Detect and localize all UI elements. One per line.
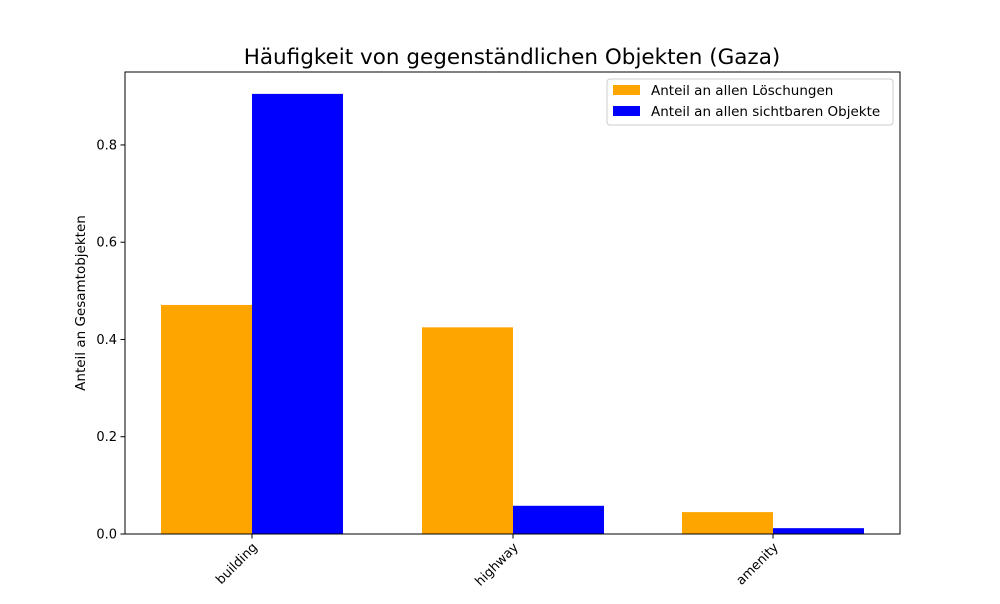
y-tick-label: 0.0 bbox=[96, 528, 117, 543]
bar-building-series-1 bbox=[161, 304, 252, 534]
legend-swatch-loeschungen bbox=[613, 85, 640, 95]
y-axis-label: Anteil an Gesamtobjekten bbox=[73, 215, 89, 391]
x-tick-label-building: building bbox=[213, 540, 260, 587]
y-tick-label: 0.6 bbox=[96, 236, 117, 251]
legend-label-sichtbare: Anteil an allen sichtbaren Objekte bbox=[651, 104, 880, 120]
bar-amenity-series-1 bbox=[682, 512, 773, 534]
y-tick-label: 0.2 bbox=[96, 430, 117, 445]
bar-amenity-series-2 bbox=[773, 528, 864, 534]
bar-highway-series-1 bbox=[422, 327, 513, 534]
legend-label-loeschungen: Anteil an allen Löschungen bbox=[651, 83, 833, 99]
legend-frame bbox=[606, 78, 894, 126]
legend-swatch-sichtbare bbox=[613, 106, 640, 116]
chart-title: Häufigkeit von gegenständlichen Objekten… bbox=[244, 45, 781, 70]
bar-building-series-2 bbox=[252, 93, 343, 534]
x-tick-label-highway: highway bbox=[473, 540, 522, 589]
legend: Anteil an allen Löschungen Anteil an all… bbox=[606, 78, 894, 126]
y-tick-label: 0.4 bbox=[96, 333, 117, 348]
x-tick-label-amenity: amenity bbox=[734, 540, 782, 588]
y-tick-label: 0.8 bbox=[96, 138, 117, 153]
plot-frame bbox=[124, 71, 901, 535]
bar-highway-series-2 bbox=[513, 505, 604, 534]
bars-layer bbox=[161, 93, 864, 534]
